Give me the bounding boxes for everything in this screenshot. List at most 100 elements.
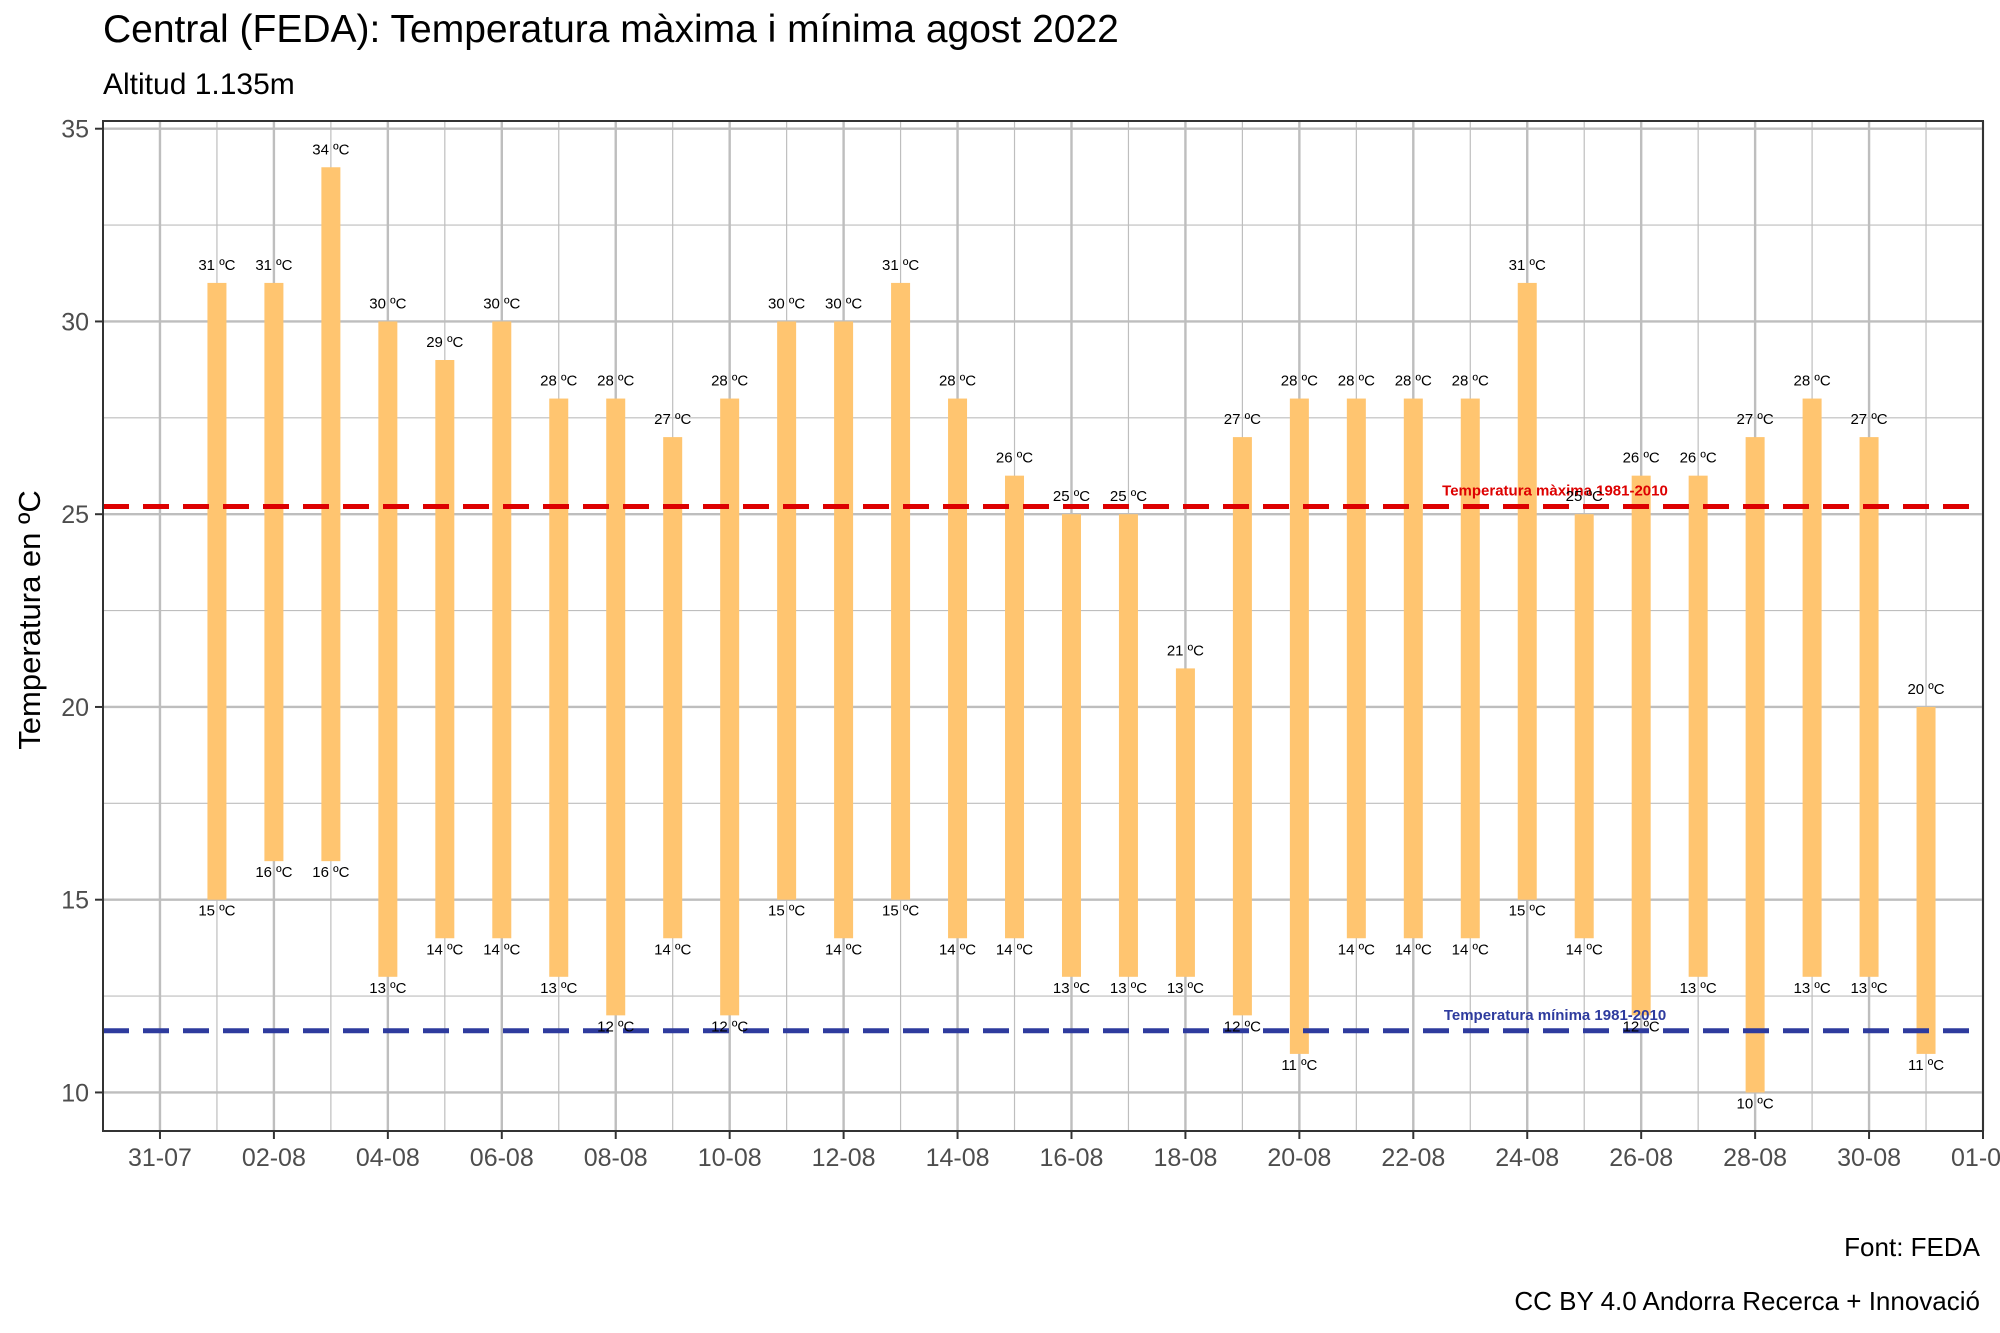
x-tick-label: 16-08 [1040, 1144, 1104, 1172]
range-bar [435, 360, 455, 939]
range-bar [891, 282, 911, 900]
y-tick-label: 10 [61, 1079, 89, 1107]
x-tick-label: 10-08 [698, 1144, 762, 1172]
min-value-label: 13 ºC [1167, 980, 1204, 997]
max-value-label: 28 ºC [1452, 373, 1489, 390]
max-value-label: 28 ºC [1395, 373, 1432, 390]
min-value-label: 12 ºC [711, 1018, 748, 1035]
reference-line-label: Temperatura mínima 1981-2010 [1444, 1007, 1666, 1024]
max-value-label: 28 ºC [1281, 373, 1318, 390]
max-value-label: 27 ºC [1850, 411, 1887, 428]
min-value-label: 14 ºC [654, 941, 691, 958]
max-value-label: 27 ºC [654, 411, 691, 428]
range-bar [663, 437, 683, 939]
bars-layer [207, 167, 1936, 1093]
max-value-label: 28 ºC [711, 373, 748, 390]
x-tick-label: 01-09 [1951, 1144, 2000, 1172]
range-bar [1175, 668, 1195, 977]
range-bar [378, 321, 398, 977]
max-value-label: 25 ºC [1110, 488, 1147, 505]
range-bar [777, 321, 797, 900]
range-bar [1289, 398, 1309, 1054]
max-value-label: 31 ºC [255, 257, 292, 274]
range-bar [1061, 514, 1081, 977]
min-value-label: 13 ºC [1850, 980, 1887, 997]
max-value-label: 27 ºC [1737, 411, 1774, 428]
min-value-label: 13 ºC [369, 980, 406, 997]
range-bar [1859, 437, 1879, 977]
min-value-label: 11 ºC [1908, 1057, 1944, 1074]
reference-lines-layer: Temperatura màxima 1981-2010 Temperatura … [103, 482, 1983, 1034]
y-axis-title: Temperatura en ºC [12, 490, 47, 749]
y-tick-label: 20 [61, 694, 89, 722]
max-value-label: 28 ºC [1338, 373, 1375, 390]
range-bar [1688, 475, 1708, 977]
range-bar [264, 282, 284, 862]
range-bar [1745, 437, 1765, 1093]
max-value-label: 26 ºC [996, 450, 1033, 467]
range-bar [549, 398, 569, 977]
max-value-label: 31 ºC [198, 257, 235, 274]
max-value-label: 30 ºC [483, 295, 520, 312]
min-value-label: 13 ºC [1680, 980, 1717, 997]
data-labels-layer: 31 ºC 15 ºC 31 ºC 16 ºC 34 ºC 16 ºC 30 ºC 13 ºC… [198, 141, 1944, 1112]
range-bar [1517, 282, 1537, 900]
x-tick-label: 06-08 [470, 1144, 534, 1172]
min-value-label: 14 ºC [939, 941, 976, 958]
range-bar [1574, 514, 1594, 939]
max-value-label: 34 ºC [312, 141, 349, 158]
x-tick-label: 20-08 [1267, 1144, 1331, 1172]
plot-panel-border [102, 120, 1984, 1132]
range-bar [1916, 706, 1936, 1054]
range-bar [1232, 437, 1252, 1016]
min-value-label: 12 ºC [1224, 1018, 1261, 1035]
x-tick-label: 14-08 [926, 1144, 990, 1172]
max-value-label: 31 ºC [882, 257, 919, 274]
min-value-label: 14 ºC [1452, 941, 1489, 958]
range-bar [1346, 398, 1366, 939]
x-tick-label: 31-07 [128, 1144, 192, 1172]
reference-line-label: Temperatura màxima 1981-2010 [1442, 482, 1668, 499]
range-bar [1403, 398, 1423, 939]
max-value-label: 20 ºC [1907, 681, 1944, 698]
x-tick-label: 08-08 [584, 1144, 648, 1172]
min-value-label: 10 ºC [1737, 1095, 1774, 1112]
y-tick-label: 25 [61, 501, 89, 529]
range-bar [948, 398, 968, 939]
min-value-label: 15 ºC [1509, 903, 1546, 920]
y-tick-label: 30 [61, 308, 89, 336]
range-bar [720, 398, 740, 1016]
x-tick-label: 26-08 [1609, 1144, 1673, 1172]
min-value-label: 13 ºC [1794, 980, 1831, 997]
axes-layer: 10 15 20 25 30 35 31-07 02-08 04-08 06-08 08-08 10-… [61, 116, 2000, 1172]
min-value-label: 14 ºC [483, 941, 520, 958]
x-tick-label: 02-08 [242, 1144, 306, 1172]
min-value-label: 14 ºC [996, 941, 1033, 958]
min-value-label: 14 ºC [825, 941, 862, 958]
min-value-label: 15 ºC [882, 903, 919, 920]
y-tick-label: 15 [61, 887, 89, 915]
range-bar [492, 321, 512, 939]
max-value-label: 28 ºC [939, 373, 976, 390]
range-bar [1118, 514, 1138, 977]
x-tick-label: 18-08 [1153, 1144, 1217, 1172]
max-value-label: 21 ºC [1167, 642, 1204, 659]
max-value-label: 31 ºC [1509, 257, 1546, 274]
max-value-label: 28 ºC [1794, 373, 1831, 390]
max-value-label: 30 ºC [825, 295, 862, 312]
max-value-label: 28 ºC [540, 373, 577, 390]
min-value-label: 14 ºC [426, 941, 463, 958]
max-value-label: 25 ºC [1053, 488, 1090, 505]
y-tick-label: 35 [61, 116, 89, 144]
min-value-label: 11 ºC [1281, 1057, 1317, 1074]
max-value-label: 27 ºC [1224, 411, 1261, 428]
range-bar [1005, 475, 1025, 939]
min-value-label: 16 ºC [312, 864, 349, 881]
max-value-label: 25 ºC [1566, 488, 1603, 505]
min-value-label: 16 ºC [255, 864, 292, 881]
min-value-label: 14 ºC [1338, 941, 1375, 958]
x-tick-label: 12-08 [812, 1144, 876, 1172]
max-value-label: 26 ºC [1680, 450, 1717, 467]
max-value-label: 29 ºC [426, 334, 463, 351]
